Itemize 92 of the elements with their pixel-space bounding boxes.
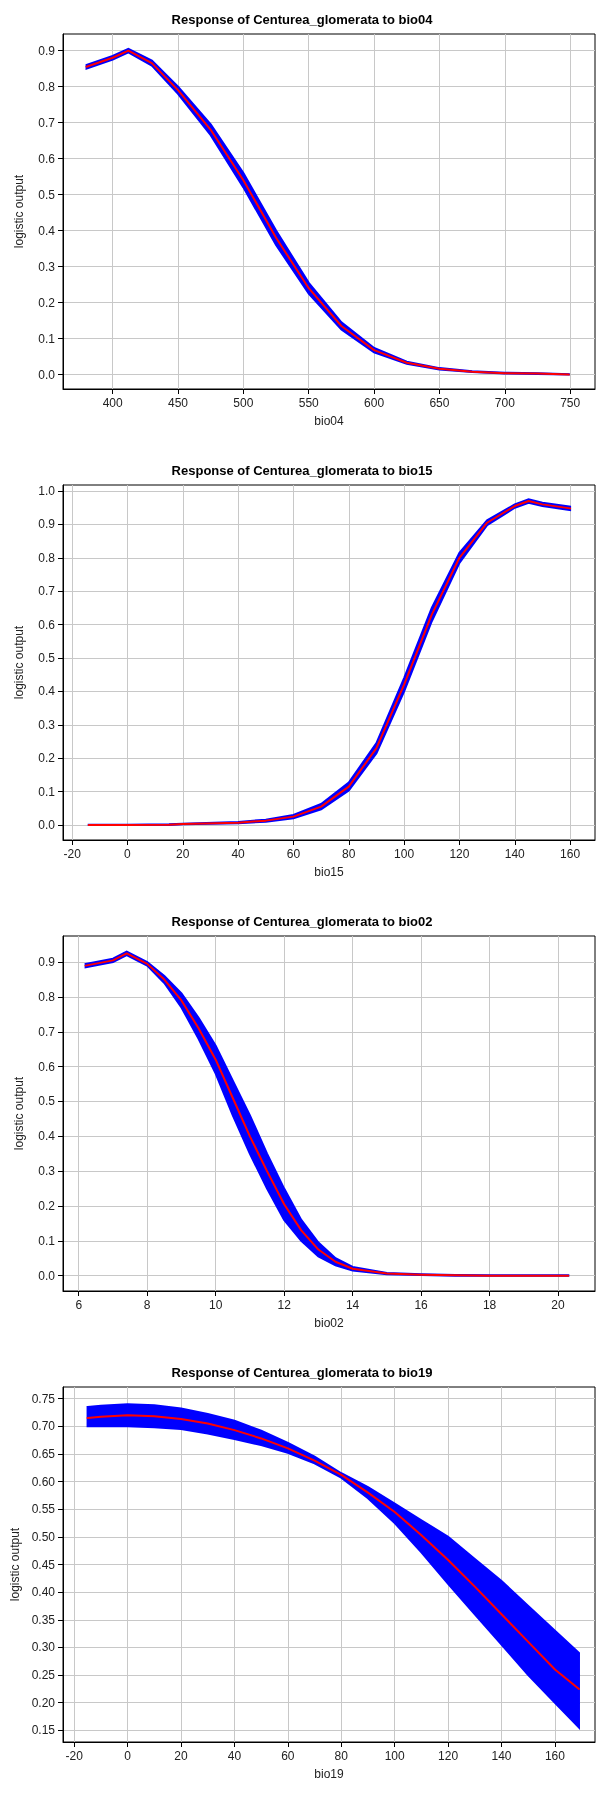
y-tick-label: 0.5 (38, 650, 56, 665)
x-tick-label: 140 (491, 1749, 512, 1763)
x-tick-label: 20 (176, 847, 190, 861)
y-tick-label: 0.5 (38, 1094, 56, 1109)
y-tick-label: 0.2 (38, 1199, 56, 1213)
y-tick-label: 0.7 (38, 115, 56, 130)
y-tick-label: 0.1 (38, 784, 56, 799)
y-tick-label: 0.7 (38, 584, 56, 599)
y-tick-label: 0.0 (38, 817, 56, 832)
x-tick-label: 700 (494, 396, 516, 410)
y-tick-label: 0.3 (38, 259, 56, 274)
y-tick-label: 0.65 (31, 1446, 56, 1461)
x-tick-label: -20 (63, 847, 82, 861)
x-tick-label: 18 (482, 1298, 497, 1312)
x-tick-label: 160 (544, 1749, 566, 1763)
x-tick-label: 10 (209, 1298, 223, 1312)
x-tick-label: 120 (438, 1749, 459, 1763)
x-axis-title: bio04 (314, 414, 344, 428)
x-tick-label: 16 (414, 1298, 429, 1312)
y-tick-label: 1.0 (38, 484, 56, 499)
y-tick-label: 0.3 (38, 717, 56, 732)
chart-title: Response of Centurea_glomerata to bio02 (171, 914, 433, 929)
y-tick-label: 0.0 (38, 1268, 56, 1283)
y-tick-label: 0.8 (38, 550, 56, 565)
y-tick-label: 0.9 (38, 43, 56, 58)
y-axis-title: logistic output (7, 1527, 22, 1602)
x-tick-label: 0 (124, 847, 132, 861)
y-tick-label: 0.0 (38, 367, 56, 382)
y-tick-label: 0.8 (38, 79, 56, 94)
y-tick-label: 0.6 (38, 151, 56, 166)
y-tick-label: 0.60 (31, 1474, 56, 1489)
chart-title: Response of Centurea_glomerata to bio15 (171, 463, 433, 478)
y-tick-label: 0.40 (31, 1585, 56, 1600)
y-tick-label: 0.15 (31, 1723, 56, 1738)
y-tick-label: 0.1 (38, 1233, 56, 1248)
y-tick-label: 0.4 (38, 684, 56, 699)
y-tick-label: 0.4 (38, 1129, 56, 1144)
y-axis-title: logistic output (12, 174, 26, 249)
y-tick-label: 0.9 (38, 517, 56, 532)
x-tick-label: 40 (231, 847, 246, 861)
x-tick-label: 140 (504, 847, 526, 861)
y-tick-label: 0.75 (31, 1391, 56, 1406)
y-tick-label: 0.4 (38, 223, 56, 238)
x-tick-label: 14 (345, 1298, 360, 1312)
x-tick-label: -20 (65, 1749, 84, 1763)
y-tick-label: 0.35 (31, 1612, 56, 1627)
x-tick-label: 500 (233, 396, 254, 410)
x-tick-label: 0 (124, 1749, 132, 1763)
y-tick-label: 0.2 (38, 751, 56, 766)
y-tick-label: 0.20 (31, 1695, 56, 1710)
x-tick-label: 60 (281, 1749, 295, 1763)
x-tick-label: 100 (384, 1749, 406, 1763)
y-tick-label: 0.55 (31, 1502, 56, 1517)
y-tick-label: 0.30 (31, 1640, 56, 1655)
x-tick-label: 8 (143, 1298, 151, 1312)
x-tick-label: 600 (364, 396, 385, 410)
y-tick-label: 0.45 (31, 1557, 56, 1572)
y-tick-label: 0.8 (38, 989, 56, 1004)
y-tick-label: 0.6 (38, 1059, 56, 1074)
x-tick-label: 160 (560, 847, 581, 861)
x-axis-title: bio15 (314, 865, 344, 879)
x-tick-label: 6 (75, 1298, 83, 1312)
y-tick-label: 0.2 (38, 295, 56, 310)
y-tick-label: 0.3 (38, 1164, 56, 1179)
y-axis-title: logistic output (12, 1076, 26, 1151)
y-tick-label: 0.70 (31, 1419, 56, 1434)
chart-title: Response of Centurea_glomerata to bio04 (171, 12, 434, 27)
x-tick-label: 40 (227, 1749, 242, 1763)
x-tick-label: 450 (168, 396, 189, 410)
x-tick-label: 12 (277, 1298, 292, 1312)
x-axis-title: bio19 (314, 1767, 344, 1781)
y-tick-label: 0.6 (38, 617, 56, 632)
x-tick-label: 60 (286, 847, 301, 861)
x-tick-label: 80 (342, 847, 356, 861)
x-tick-label: 100 (394, 847, 415, 861)
x-tick-label: 550 (298, 396, 320, 410)
x-tick-label: 20 (174, 1749, 189, 1763)
x-tick-label: 400 (102, 396, 123, 410)
y-tick-label: 0.25 (31, 1668, 56, 1683)
y-tick-label: 0.9 (38, 955, 56, 970)
chart-title: Response of Centurea_glomerata to bio19 (171, 1365, 433, 1380)
y-tick-label: 0.5 (38, 187, 56, 202)
y-tick-label: 0.1 (38, 331, 56, 346)
x-tick-label: 20 (551, 1298, 566, 1312)
x-axis-title: bio02 (314, 1316, 344, 1330)
x-tick-label: 650 (429, 396, 450, 410)
y-axis-title: logistic output (12, 625, 26, 700)
y-tick-label: 0.7 (38, 1024, 56, 1039)
x-tick-label: 750 (560, 396, 581, 410)
x-tick-label: 80 (334, 1749, 349, 1763)
x-tick-label: 120 (449, 847, 470, 861)
y-tick-label: 0.50 (31, 1529, 56, 1544)
